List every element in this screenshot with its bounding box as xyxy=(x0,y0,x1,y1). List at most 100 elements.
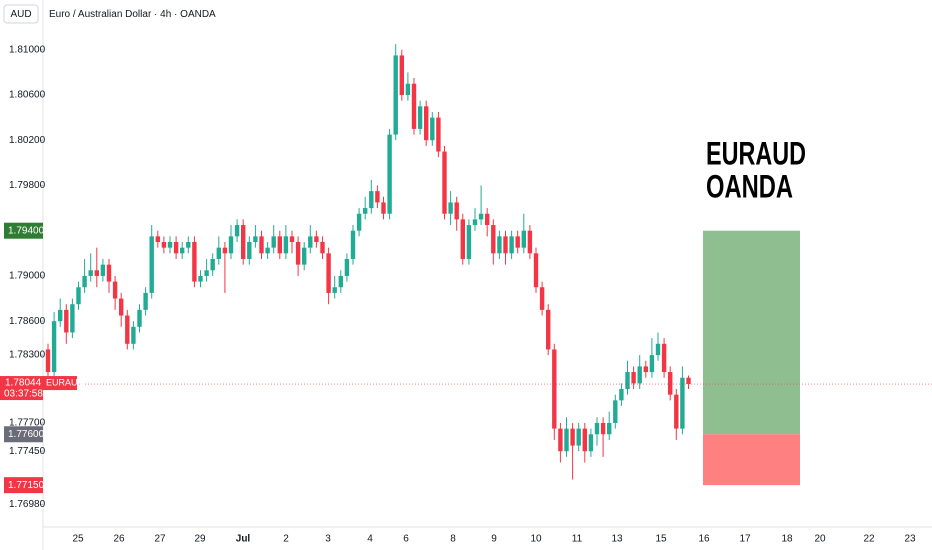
candle-body xyxy=(131,326,136,344)
candle-body xyxy=(564,428,569,452)
candle-body xyxy=(436,117,441,152)
candle-body xyxy=(417,106,423,129)
annotation: EURAUD xyxy=(706,135,806,171)
symbol-tag xyxy=(43,376,77,391)
candle-body xyxy=(155,236,160,243)
candle-body xyxy=(143,292,148,310)
x-tick-label: 10 xyxy=(530,534,542,545)
y-tick-label: 1.77450 xyxy=(9,446,46,457)
candle-body xyxy=(515,236,520,248)
candle-body xyxy=(338,275,343,288)
candle-body xyxy=(271,236,276,248)
candle-body xyxy=(485,213,490,226)
candle-body xyxy=(661,343,667,373)
position-price-label: 1.77600 xyxy=(8,429,45,440)
candle-body xyxy=(607,422,612,435)
x-tick-label: 29 xyxy=(194,534,206,545)
candle-body xyxy=(125,315,130,344)
candle-body xyxy=(363,208,368,214)
candle-body xyxy=(539,287,545,310)
candle-body xyxy=(625,372,630,390)
x-tick-label: 16 xyxy=(698,534,710,545)
x-tick-label: 13 xyxy=(611,534,623,545)
x-tick-label: 17 xyxy=(739,534,751,545)
candle-body xyxy=(180,247,185,254)
currency-box[interactable] xyxy=(3,4,39,24)
candle-body xyxy=(594,422,600,435)
candle-body xyxy=(381,202,386,214)
candle-body xyxy=(637,366,642,384)
candle-body xyxy=(399,55,404,95)
candle-body xyxy=(466,225,472,259)
candle-body xyxy=(393,55,398,135)
currency: AUD xyxy=(10,9,31,20)
position-price-tag xyxy=(4,477,43,494)
candle-body xyxy=(253,236,258,243)
candle-body xyxy=(283,236,289,254)
candle-body xyxy=(680,377,685,429)
x-tick-label: 3 xyxy=(325,534,331,545)
candle-body xyxy=(613,400,618,423)
x-tick-label: 2 xyxy=(283,534,289,545)
y-tick-label: 1.77700 xyxy=(9,418,46,429)
candle-body xyxy=(82,275,87,288)
candle-body xyxy=(546,309,551,350)
candle-body xyxy=(192,242,197,282)
candle-body xyxy=(137,309,142,327)
candle-body xyxy=(186,242,191,248)
candle-body xyxy=(247,242,252,259)
candle-body xyxy=(350,230,356,259)
x-tick-label: 6 xyxy=(403,534,409,545)
candle-body xyxy=(631,372,636,384)
candle-body xyxy=(582,428,587,452)
candle-body xyxy=(241,225,246,259)
candle-body xyxy=(411,83,417,129)
x-tick-label: 27 xyxy=(154,534,166,545)
candle-body xyxy=(509,236,514,254)
current-price-label: 1.78044 xyxy=(5,378,42,389)
symbol-label: EURAUD xyxy=(46,377,85,387)
candle-body xyxy=(277,236,282,254)
candle-body xyxy=(228,236,234,254)
candle-body xyxy=(344,258,350,276)
candle-body xyxy=(314,236,319,243)
candle-body xyxy=(521,230,526,248)
candle-body xyxy=(234,225,240,237)
x-tick-label: 22 xyxy=(863,534,875,545)
candle-body xyxy=(58,309,63,322)
candle-body xyxy=(454,202,459,220)
candle-body xyxy=(369,191,374,209)
candle-body xyxy=(600,422,606,435)
position-price-label: 1.77150 xyxy=(8,480,45,491)
candle-body xyxy=(430,117,435,141)
candle-body xyxy=(424,106,429,141)
candle-body xyxy=(308,236,313,248)
x-tick-label: 26 xyxy=(113,534,125,545)
plot-area xyxy=(45,44,800,486)
y-tick-label: 1.79800 xyxy=(9,180,46,191)
candle-body xyxy=(478,213,484,220)
y-tick-label: 1.81000 xyxy=(9,44,46,55)
candle-body xyxy=(173,242,179,254)
y-tick-label: 1.80600 xyxy=(9,90,46,101)
x-tick-label: 11 xyxy=(572,534,583,545)
candle-body xyxy=(472,219,478,226)
candle-body xyxy=(649,355,655,373)
x-tick-label: 23 xyxy=(904,534,916,545)
candle-body xyxy=(289,236,295,243)
y-tick-label: 1.79000 xyxy=(9,271,46,282)
y-tick-label: 1.78600 xyxy=(9,316,46,327)
candle-body xyxy=(70,304,75,333)
candle-body xyxy=(210,258,215,271)
candle-body xyxy=(320,242,325,254)
candle-body xyxy=(119,298,124,316)
y-tick-label: 1.78300 xyxy=(9,350,46,361)
candle-body xyxy=(503,236,508,254)
candle-body xyxy=(94,270,99,276)
candle-body xyxy=(326,253,331,293)
candle-body xyxy=(497,236,502,254)
candle-body xyxy=(387,134,392,214)
position-price-tag xyxy=(4,222,43,239)
candle-body xyxy=(570,428,575,446)
candle-body xyxy=(686,377,691,385)
